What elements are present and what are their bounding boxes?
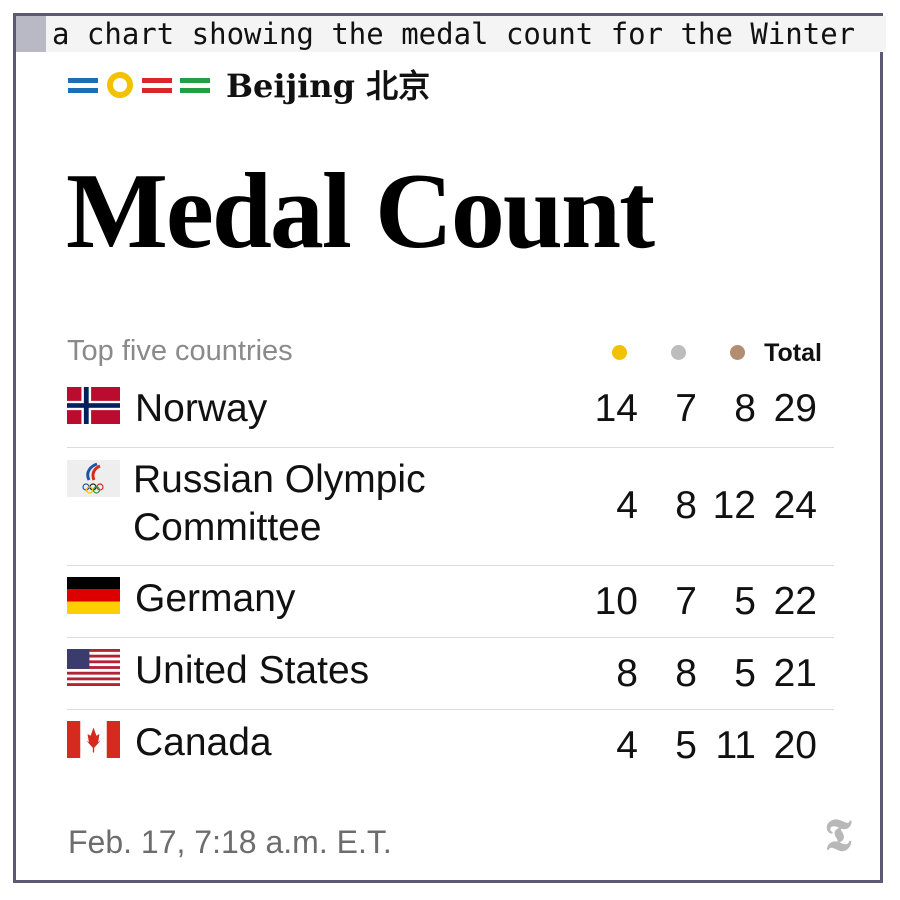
total-count: 22 (773, 580, 817, 623)
table-row: Norway 14 7 8 29 (67, 385, 834, 448)
gold-count: 4 (616, 724, 638, 767)
roc-emblem-icon (67, 460, 120, 497)
gold-count: 14 (594, 387, 638, 430)
page-title: Medal Count (66, 152, 655, 271)
bronze-count: 5 (734, 652, 756, 695)
silver-medal-icon (671, 345, 686, 360)
canada-flag-icon (67, 721, 120, 758)
caption-bar: a chart showing the medal count for the … (16, 16, 886, 52)
table-row: Germany 10 7 5 22 (67, 566, 834, 638)
country-name: Russian Olympic Committee (133, 458, 426, 549)
gold-count: 8 (616, 652, 638, 695)
bronze-count: 8 (734, 387, 756, 430)
country-name: Norway (135, 387, 268, 430)
gold-medal-icon (612, 345, 627, 360)
table-row: Canada 4 5 11 20 (67, 710, 834, 774)
silver-count: 8 (675, 652, 697, 695)
country-name: Canada (135, 721, 272, 764)
timestamp: Feb. 17, 7:18 a.m. E.T. (68, 824, 392, 860)
brand-wordmark: Beijing 北京 (226, 67, 431, 105)
total-count: 21 (773, 652, 817, 695)
silver-count: 5 (675, 724, 697, 767)
olympic-games-logo-icon (68, 72, 210, 98)
bronze-count: 11 (715, 724, 757, 767)
table-caption: Top five countries (67, 335, 293, 367)
bronze-count: 12 (712, 484, 756, 527)
silver-count: 7 (675, 580, 697, 623)
usa-flag-icon (67, 649, 120, 686)
table-row: Russian Olympic Committee 4 8 12 24 (67, 448, 834, 566)
germany-flag-icon (67, 577, 120, 614)
graphic-frame (13, 13, 883, 883)
norway-flag-icon (67, 387, 120, 424)
country-name: United States (135, 649, 370, 692)
total-column-header: Total (764, 339, 822, 367)
total-count: 24 (773, 484, 817, 527)
bronze-count: 5 (734, 580, 756, 623)
total-count: 29 (773, 387, 817, 430)
gold-count: 10 (594, 580, 638, 623)
nyt-logo-icon: 𝕿 (824, 810, 852, 861)
country-name: Germany (135, 577, 296, 620)
table-row: United States 8 8 5 21 (67, 638, 834, 710)
silver-count: 8 (675, 484, 697, 527)
total-count: 20 (773, 724, 817, 767)
gold-count: 4 (616, 484, 638, 527)
bronze-medal-icon (730, 345, 745, 360)
silver-count: 7 (675, 387, 697, 430)
caption-marker (16, 16, 46, 52)
caption-text: a chart showing the medal count for the … (52, 17, 856, 51)
